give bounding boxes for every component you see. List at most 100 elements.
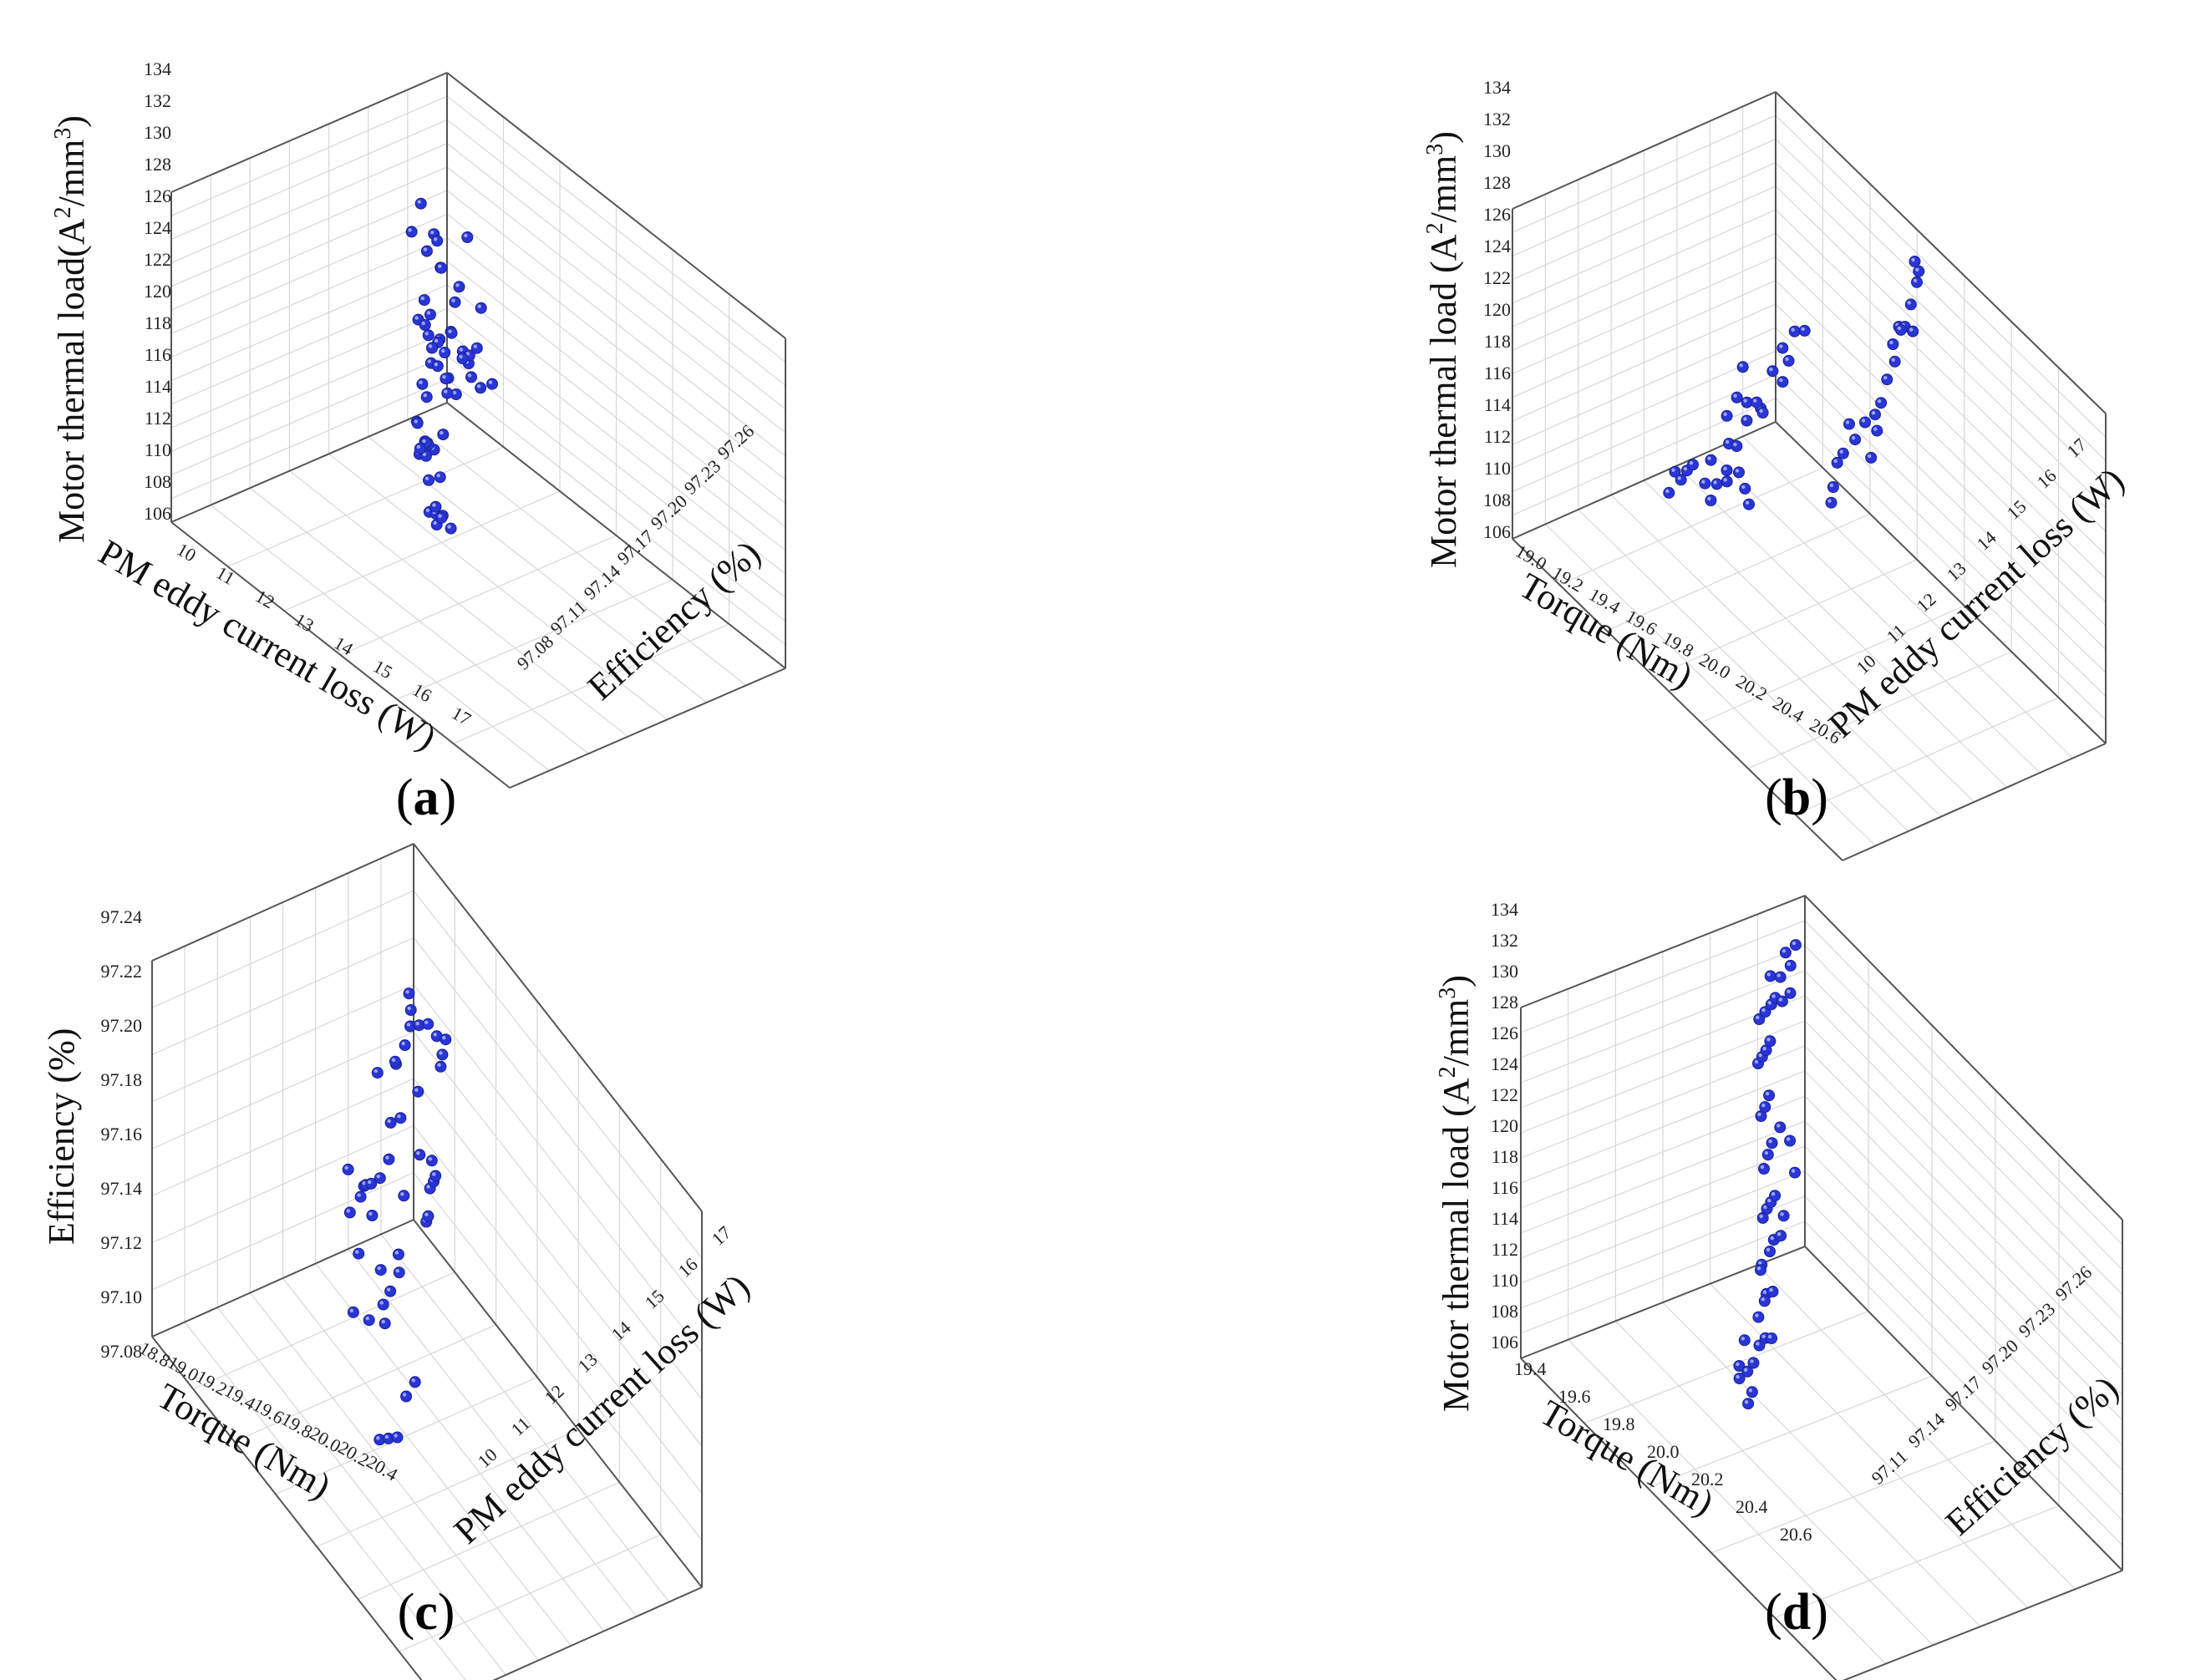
panel-label-a-letter: a <box>414 769 440 826</box>
a-z-tick-11: 112 <box>145 408 171 429</box>
d-data-point-highlight <box>1792 941 1797 946</box>
d-data-point-highlight <box>1756 1266 1761 1271</box>
a-data-point <box>453 281 465 293</box>
c-data-point <box>347 1306 359 1318</box>
b-grid-floor-x <box>1578 509 1909 832</box>
c-data-point <box>384 1116 397 1129</box>
a-data-point <box>405 226 418 238</box>
b-data-point <box>1721 464 1733 476</box>
d-y-tick-3: 97.20 <box>1978 1335 2023 1378</box>
a-data-point-highlight <box>422 452 427 456</box>
c-data-point-highlight <box>401 1041 405 1046</box>
b-data-point <box>1849 434 1862 446</box>
c-z-tick-7: 97.22 <box>101 961 143 982</box>
a-data-point <box>423 474 435 486</box>
d-grid-right-z <box>1804 1070 2123 1396</box>
a-y-tick-0: 97.08 <box>513 631 558 674</box>
d-data-point <box>1779 947 1792 959</box>
a-data-point <box>429 500 442 513</box>
a-data-point-highlight <box>426 311 431 315</box>
b-grid-floor-x <box>1544 524 1876 846</box>
b-data-point <box>1831 456 1843 469</box>
b-data-point <box>1739 482 1751 495</box>
a-z-tick-4: 126 <box>144 185 171 206</box>
b-data-point-highlight <box>1735 469 1740 473</box>
c-z-tick-8: 97.24 <box>101 906 143 927</box>
c-frame-edge <box>492 1586 703 1680</box>
d-data-point-highlight <box>1768 1139 1772 1144</box>
d-data-point <box>1789 1166 1801 1179</box>
a-grid-left-z <box>170 307 448 429</box>
d-data-point-highlight <box>1780 1212 1784 1216</box>
d-grid-right-z <box>1804 970 2123 1296</box>
c-data-point-highlight <box>374 1068 378 1073</box>
b-grid-right-z <box>1775 398 2107 721</box>
a-data-point <box>441 387 454 399</box>
b-grid-right-z <box>1775 280 2107 603</box>
d-grid-right-z <box>1804 1195 2123 1521</box>
d-grid-right-z <box>1804 1221 2123 1546</box>
d-grid-right-z <box>1804 920 2123 1246</box>
a-data-point <box>426 342 438 354</box>
a-data-point <box>435 261 448 274</box>
d-z-tick-9: 116 <box>1492 1177 1518 1198</box>
a-data-point <box>445 327 458 339</box>
b-y-tick-3: 13 <box>1943 557 1970 585</box>
a-data-point-highlight <box>419 380 423 384</box>
points-d <box>1733 939 1802 1410</box>
c-grid-right-z <box>413 1172 703 1541</box>
d-data-point <box>1764 1246 1776 1257</box>
d-data-point-highlight <box>1761 1008 1766 1013</box>
d-data-point <box>1738 1334 1751 1347</box>
b-data-point-highlight <box>1915 267 1919 272</box>
b-data-point-highlight <box>1713 480 1717 485</box>
c-data-point <box>353 1247 365 1260</box>
c-data-point-highlight <box>416 1151 420 1155</box>
d-grid-floor-x <box>1614 1320 1934 1646</box>
d-grid-right-z <box>1804 1045 2123 1371</box>
a-frame-edge <box>509 667 786 789</box>
d-data-point-highlight <box>1786 1137 1791 1141</box>
d-z-tick-6: 122 <box>1491 1084 1518 1105</box>
a-data-point <box>411 417 424 429</box>
panel-a: 134 132 130 128 126 124 122 120 118 116 … <box>50 58 786 826</box>
d-grid-floor-x <box>1662 1302 1981 1627</box>
c-data-point-highlight <box>402 1393 407 1397</box>
b-data-point <box>1741 396 1753 409</box>
a-data-point <box>449 296 461 308</box>
d-grid-floor-x <box>1710 1283 2029 1609</box>
c-grid-floor-y <box>316 1429 579 1547</box>
a-data-point-highlight <box>438 264 442 268</box>
a-data-point <box>456 353 469 364</box>
d-data-point-highlight <box>1763 1205 1767 1210</box>
c-grid-floor-x <box>380 1234 670 1602</box>
a-data-point-highlight <box>451 298 455 302</box>
a-frame-edge <box>170 72 448 193</box>
b-data-point <box>1825 496 1837 509</box>
a-data-point <box>440 373 452 385</box>
a-frame-edge <box>446 402 786 669</box>
d-data-point <box>1766 1332 1778 1344</box>
b-grid-floor-y <box>1700 605 1964 723</box>
c-grid-floor-x <box>249 1292 539 1661</box>
b-data-point-highlight <box>1868 454 1872 459</box>
c-data-point-highlight <box>376 1436 380 1440</box>
d-grid-floor-y <box>1647 1375 1933 1489</box>
d-data-point-highlight <box>1764 1150 1768 1155</box>
b-data-point-highlight <box>1871 411 1876 415</box>
a-z-tick-9: 116 <box>145 344 171 365</box>
a-data-point-highlight <box>440 430 444 435</box>
a-data-point-highlight <box>434 338 439 343</box>
d-data-point-highlight <box>1761 1103 1766 1108</box>
b-frame-edge <box>1512 538 1843 861</box>
b-data-point <box>1888 355 1901 368</box>
a-data-point-highlight <box>427 359 431 363</box>
a-data-point-highlight <box>452 390 456 395</box>
c-data-point-highlight <box>344 1165 348 1170</box>
b-data-point-highlight <box>1785 357 1789 362</box>
a-data-point <box>420 391 433 404</box>
c-frame-edge <box>151 1336 423 1680</box>
c-data-point <box>377 1298 389 1311</box>
c-grid-right-z <box>413 984 703 1353</box>
b-data-point-highlight <box>1779 344 1783 348</box>
